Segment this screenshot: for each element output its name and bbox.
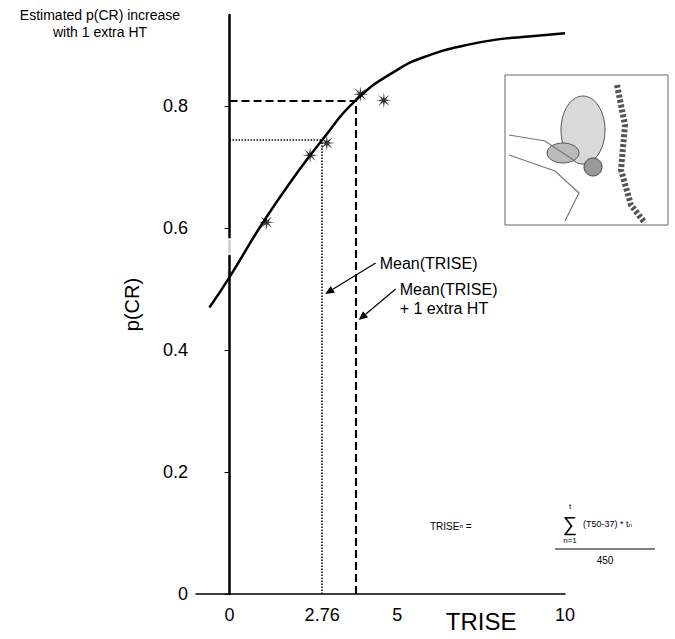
svg-text:TRISE: TRISE: [446, 608, 517, 635]
svg-text:0.2: 0.2: [163, 462, 188, 482]
svg-text:0: 0: [178, 584, 188, 604]
svg-text:TRISEⁿ =: TRISEⁿ =: [430, 521, 472, 532]
svg-text:∑: ∑: [563, 513, 577, 536]
svg-text:with 1 extra HT: with 1 extra HT: [52, 24, 148, 40]
svg-text:(T50-37) * tₙ: (T50-37) * tₙ: [583, 519, 633, 529]
svg-text:2.76: 2.76: [305, 605, 340, 625]
svg-text:n=1: n=1: [563, 536, 577, 545]
svg-text:0.8: 0.8: [163, 96, 188, 116]
svg-text:0.6: 0.6: [163, 218, 188, 238]
svg-text:Mean(TRISE): Mean(TRISE): [380, 255, 478, 272]
svg-text:10: 10: [555, 605, 575, 625]
svg-text:t: t: [569, 502, 572, 511]
svg-text:450: 450: [597, 555, 614, 566]
svg-text:5: 5: [392, 605, 402, 625]
svg-text:+ 1 extra HT: + 1 extra HT: [400, 300, 489, 317]
svg-text:Mean(TRISE): Mean(TRISE): [400, 281, 498, 298]
svg-text:p(CR): p(CR): [121, 278, 143, 331]
svg-text:0.4: 0.4: [163, 340, 188, 360]
svg-text:Estimated p(CR) increase: Estimated p(CR) increase: [20, 7, 180, 23]
svg-text:0: 0: [225, 605, 235, 625]
